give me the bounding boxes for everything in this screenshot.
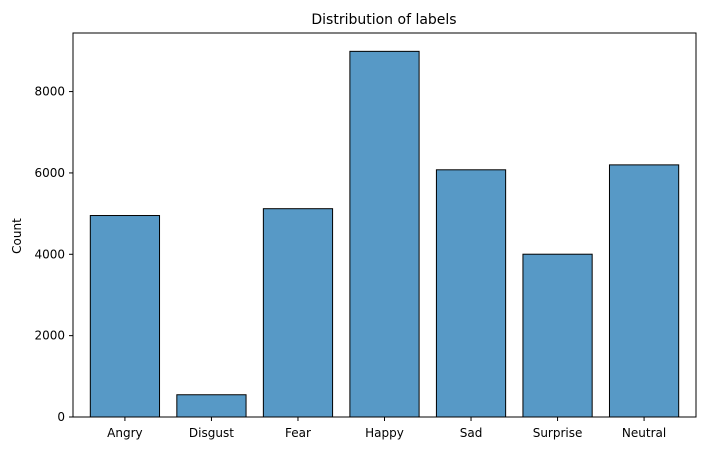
bars-layer [89,50,680,418]
bar-angry [89,215,161,418]
y-tick-label: 0 [57,410,65,424]
x-tick-label: Happy [365,426,404,440]
x-tick-label: Disgust [189,426,234,440]
x-tick-label: Sad [460,426,483,440]
bar-happy [349,50,420,418]
y-tick-label: 4000 [34,247,65,261]
y-tick-label: 8000 [34,85,65,99]
x-tick-label: Angry [107,426,142,440]
bar-surprise [522,253,593,418]
chart-title: Distribution of labels [311,12,456,28]
x-tick-label: Fear [285,426,311,440]
y-axis-label: Count [10,218,24,254]
x-tick-label: Neutral [622,426,666,440]
y-tick-label: 2000 [34,329,65,343]
y-tick-label: 6000 [34,166,65,180]
x-tick-label: Surprise [533,426,583,440]
bar-sad [435,169,507,418]
ticks-layer: 0 2000 4000 6000 8000 Angry Disgust Fear Happy Sa… [34,85,666,440]
bar-neutral [608,164,680,418]
bar-disgust [176,394,247,418]
bar-fear [262,208,334,418]
